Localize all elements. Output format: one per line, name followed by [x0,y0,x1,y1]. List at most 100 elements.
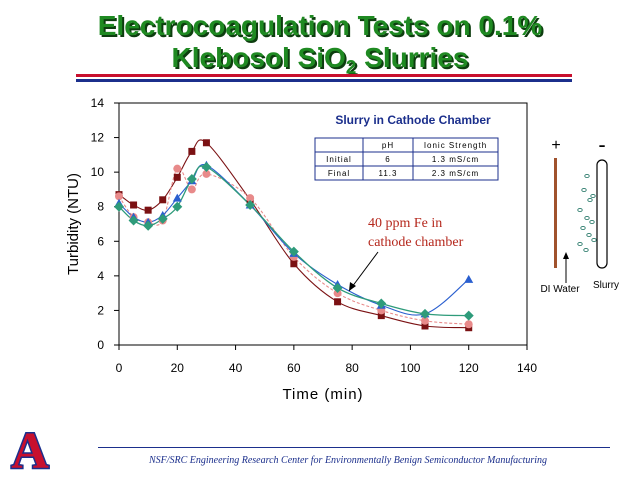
data-point-s4 [332,282,343,293]
bubble [589,219,595,225]
bubble [577,241,583,247]
data-point-s2 [202,169,211,178]
x-tick-label: 60 [287,361,301,375]
y-tick-label: 14 [91,96,105,110]
data-point-s4 [172,201,183,212]
title-subscript: 2 [345,57,357,79]
data-point-s1 [159,196,167,204]
data-point-s3 [464,274,474,283]
data-point-s4 [143,220,154,231]
table-cell: 6 [385,155,390,164]
di-water-label: DI Water [540,284,580,295]
x-tick-label: 0 [116,361,123,375]
bubble [586,232,592,238]
slurry-label: Slurry [593,280,619,291]
data-point-s4 [128,215,139,226]
x-axis-label: Time (min) [282,386,363,403]
bubble [584,215,590,221]
slide-title-line-2: Klebosol SiO2 Slurries [0,42,640,85]
table-cell: Ionic Strength [424,141,487,150]
university-logo: A [10,424,51,472]
data-point-s1 [377,312,385,320]
x-tick-label: 140 [517,361,537,375]
table-border [314,137,499,181]
data-point-s2 [464,320,473,329]
data-point-s4 [463,310,474,321]
plot-area [118,102,528,346]
data-point-s2 [115,192,123,201]
data-point-s2 [246,194,255,203]
y-tick-label: 6 [97,234,104,248]
data-point-s1 [130,201,138,209]
data-point-s4 [157,213,168,224]
data-point-s2 [333,289,342,298]
inset-title: Slurry in Cathode Chamber [335,113,491,127]
data-point-s2 [421,316,429,325]
table-cell: 11.3 [379,169,398,178]
y-tick-label: 2 [97,303,104,317]
bubble [591,237,597,243]
axes: 0 20 40 60 80 100 120 140 0 2 4 6 8 10 12 14 [91,96,538,375]
data-point-s4 [114,201,124,212]
data-point-s1 [290,260,298,268]
title-text-post: Slurries [356,42,469,73]
data-point-s4 [376,298,387,309]
annotation-arrow [348,251,379,292]
y-tick-label: 0 [97,338,104,352]
footer-text: NSF/SRC Engineering Research Center for … [148,455,548,466]
data-point-s3 [172,193,182,202]
footer-rule [98,447,610,448]
x-tick-label: 20 [171,361,185,375]
cathode-electrode [596,159,608,269]
ph-ionic-table: pH Ionic Strength Initial 6 1.3 mS/cm Final 11… [314,137,499,181]
title-text-pre: Klebosol SiO [171,42,346,73]
bubble [590,193,596,199]
bubble [584,173,590,179]
x-tick-label: 120 [459,361,479,375]
x-tick-label: 100 [400,361,420,375]
turbidity-chart: 0 20 40 60 80 100 120 140 0 2 4 6 8 10 12 14 Time (min)… [65,96,619,403]
anode-electrode [554,158,557,268]
data-point-s1 [173,173,181,181]
di-water-pointer-head [563,252,569,259]
data-point-s2 [187,185,196,194]
bubble [587,197,593,203]
x-tick-label: 80 [345,361,359,375]
minus-sign: - [598,132,605,157]
y-tick-label: 12 [91,131,105,145]
data-point-s4 [420,308,430,319]
data-point-s1 [202,139,210,147]
bubble [580,225,586,231]
title-rule-blue [76,79,572,82]
bubble [581,187,587,193]
data-point-s1 [188,147,196,155]
table-cell: 2.3 mS/cm [432,169,479,178]
x-tick-label: 40 [229,361,243,375]
slide-title-line-1: Electrocoagulation Tests on 0.1% [97,10,543,41]
data-point-s4 [288,246,299,257]
plus-sign: + [551,137,560,154]
bubble [583,247,589,253]
y-tick-label: 4 [97,269,104,283]
table-cell: pH [382,141,394,150]
annotation-arrowhead [349,282,356,291]
y-axis-label: Turbidity (NTU) [65,173,82,275]
data-point-s2 [173,164,182,173]
data-point-s1 [144,206,152,214]
title-rule-red [76,74,572,77]
data-point-s4 [201,161,212,172]
table-cell: 1.3 mS/cm [432,155,479,164]
data-point-s1 [334,298,342,306]
logo-letter: A [11,424,49,472]
series-markers [114,139,474,332]
table-cell: Initial [326,155,352,164]
data-point-s1 [421,322,429,330]
data-point-s4 [186,174,197,185]
y-tick-label: 8 [97,200,104,214]
y-tick-label: 10 [91,165,105,179]
table-cell: Final [328,169,350,178]
gas-bubbles [577,173,597,253]
bubble [577,207,583,213]
annotation-line-2: cathode chamber [368,235,464,250]
data-point-s4 [245,199,256,210]
